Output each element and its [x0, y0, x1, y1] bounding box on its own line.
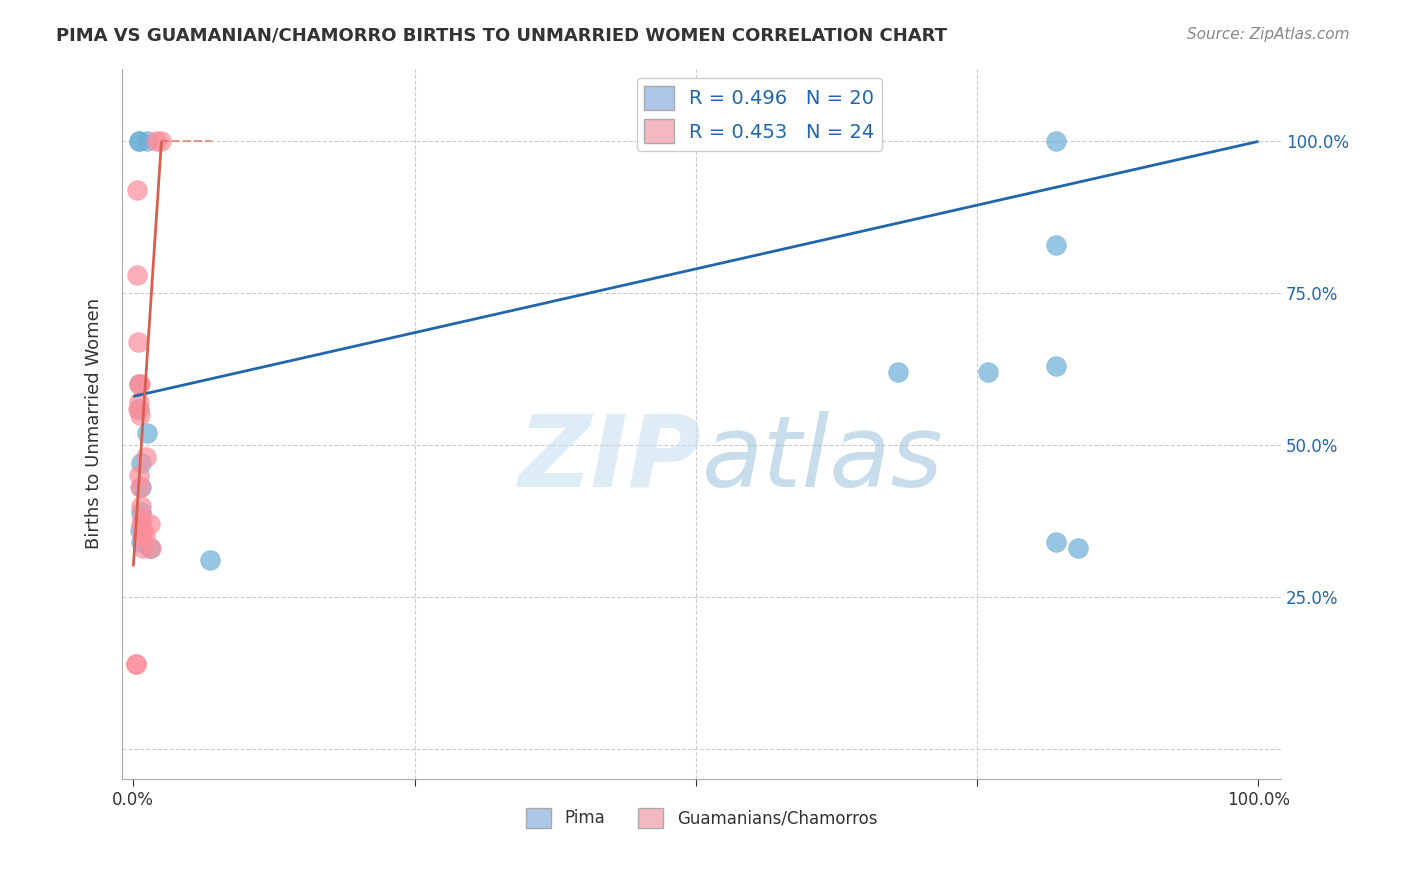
Point [1045, 535, 1067, 549]
Point [127, 401, 149, 416]
Text: PIMA VS GUAMANIAN/CHAMORRO BIRTHS TO UNMARRIED WOMEN CORRELATION CHART: PIMA VS GUAMANIAN/CHAMORRO BIRTHS TO UNM… [56, 27, 948, 45]
Point [128, 401, 150, 416]
Point [977, 365, 1000, 379]
Point [128, 395, 150, 409]
Point [887, 365, 910, 379]
Y-axis label: Births to Unmarried Women: Births to Unmarried Women [86, 298, 103, 549]
Point [131, 529, 153, 543]
Point [129, 499, 152, 513]
Point [1045, 359, 1067, 373]
Point [124, 657, 146, 671]
Point [198, 553, 221, 567]
Point [129, 505, 152, 519]
Point [125, 268, 148, 282]
Point [127, 334, 149, 349]
Text: atlas: atlas [702, 410, 943, 508]
Legend: Pima, Guamanians/Chamorros: Pima, Guamanians/Chamorros [519, 801, 884, 835]
Point [139, 541, 162, 556]
Point [129, 456, 152, 470]
Point [124, 657, 146, 671]
Point [1045, 134, 1067, 148]
Point [132, 523, 155, 537]
Point [134, 529, 156, 543]
Point [128, 377, 150, 392]
Point [141, 541, 163, 556]
Point [129, 377, 152, 392]
Point [129, 480, 152, 494]
Point [150, 134, 173, 148]
Point [1067, 541, 1090, 556]
Point [128, 468, 150, 483]
Point [128, 134, 150, 148]
Point [135, 134, 157, 148]
Point [129, 523, 152, 537]
Point [132, 541, 155, 556]
Point [128, 134, 150, 148]
Text: ZIP: ZIP [519, 410, 702, 508]
Point [135, 425, 157, 440]
Point [129, 535, 152, 549]
Point [125, 183, 148, 197]
Point [128, 377, 150, 392]
Point [1045, 237, 1067, 252]
Point [131, 511, 153, 525]
Point [129, 408, 152, 422]
Text: Source: ZipAtlas.com: Source: ZipAtlas.com [1187, 27, 1350, 42]
Point [145, 134, 167, 148]
Point [129, 516, 152, 531]
Point [129, 480, 152, 494]
Point [139, 516, 162, 531]
Point [135, 450, 157, 464]
